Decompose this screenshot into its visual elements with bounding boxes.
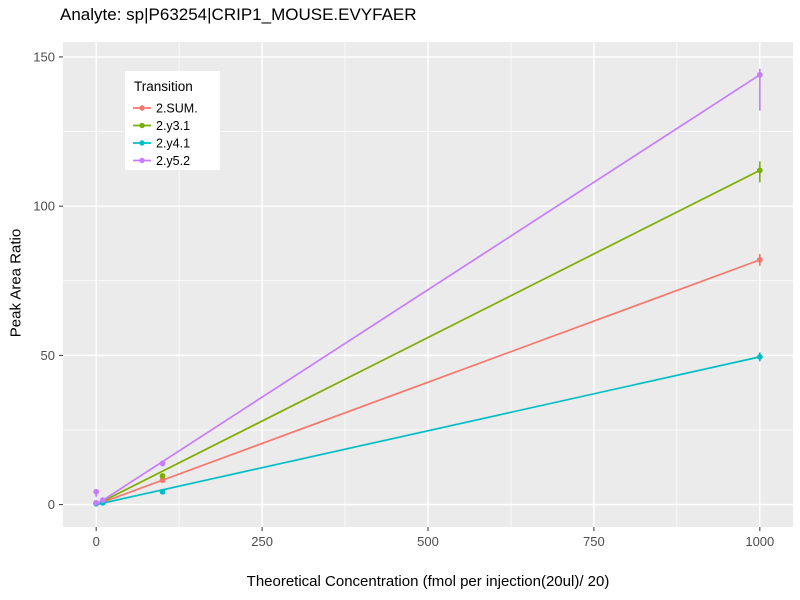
- series-points-2.y5.2: [93, 68, 763, 506]
- legend-item-label: 2.y3.1: [156, 119, 190, 133]
- series-line-2.y4.1: [95, 356, 761, 506]
- series-line-2.y5.2: [95, 74, 761, 506]
- series-line-2.y3.1: [95, 169, 761, 506]
- x-tick-label: 750: [583, 534, 605, 549]
- x-tick-label: 500: [417, 534, 439, 549]
- legend-item-2.y4.1: 2.y4.1: [133, 137, 190, 151]
- x-tick-label: 0: [93, 534, 100, 549]
- gridlines: [63, 42, 793, 527]
- x-axis-label: Theoretical Concentration (fmol per inje…: [246, 573, 610, 590]
- chart-title: Analyte: sp|P63254|CRIP1_MOUSE.EVYFAER: [60, 5, 417, 24]
- legend-item-2.y5.2: 2.y5.2: [133, 154, 190, 168]
- y-tick-label: 150: [33, 49, 55, 64]
- legend-title: Transition: [134, 79, 193, 94]
- y-tick-label: 50: [41, 348, 55, 363]
- x-tick-label: 250: [251, 534, 273, 549]
- legend-item-label: 2.y4.1: [156, 137, 190, 151]
- axis-ticks: 0 250 500 750 1000 0 50 100 150: [33, 49, 774, 549]
- legend-item-2.SUM.: 2.SUM.: [133, 102, 198, 116]
- legend: Transition 2.SUM. 2.y3.1 2.y4.1 2.y5.2: [125, 71, 220, 170]
- y-tick-label: 100: [33, 199, 55, 214]
- legend-item-label: 2.y5.2: [156, 154, 190, 168]
- y-tick-label: 0: [48, 497, 55, 512]
- x-tick-label: 1000: [745, 534, 774, 549]
- legend-item-2.y3.1: 2.y3.1: [133, 119, 190, 133]
- series-line-2.SUM.: [95, 259, 761, 506]
- legend-item-label: 2.SUM.: [156, 102, 198, 116]
